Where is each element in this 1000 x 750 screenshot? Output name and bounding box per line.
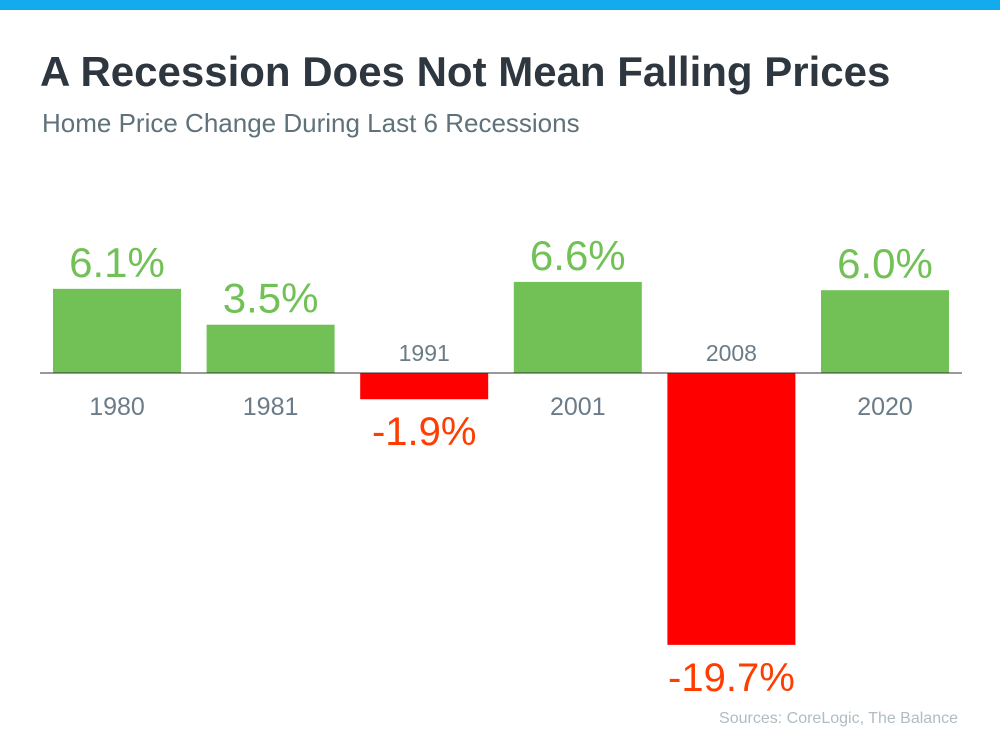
year-label-1980: 1980 xyxy=(89,393,145,421)
year-label-2001: 2001 xyxy=(550,393,606,421)
year-label-1991: 1991 xyxy=(399,340,450,366)
bar-1981 xyxy=(206,324,335,373)
value-label-1981: 3.5% xyxy=(223,275,319,322)
bar-2001 xyxy=(513,281,642,373)
value-label-2020: 6.0% xyxy=(837,240,933,287)
source-note: Sources: CoreLogic, The Balance xyxy=(719,710,958,727)
bar-2020 xyxy=(821,290,949,373)
bar-1980 xyxy=(53,288,181,373)
year-label-2020: 2020 xyxy=(857,393,913,421)
chart-title: A Recession Does Not Mean Falling Prices xyxy=(40,48,891,95)
top-accent-bar xyxy=(0,0,1000,10)
value-label-1980: 6.1% xyxy=(69,239,165,286)
value-label-2001: 6.6% xyxy=(530,232,626,279)
chart-subtitle: Home Price Change During Last 6 Recessio… xyxy=(42,108,580,138)
bar-1991 xyxy=(360,373,489,400)
value-label-1991: -1.9% xyxy=(372,410,477,454)
value-label-2008: -19.7% xyxy=(668,656,795,700)
year-label-1981: 1981 xyxy=(243,393,299,421)
year-label-2008: 2008 xyxy=(706,340,757,366)
bar-2008 xyxy=(667,373,796,645)
